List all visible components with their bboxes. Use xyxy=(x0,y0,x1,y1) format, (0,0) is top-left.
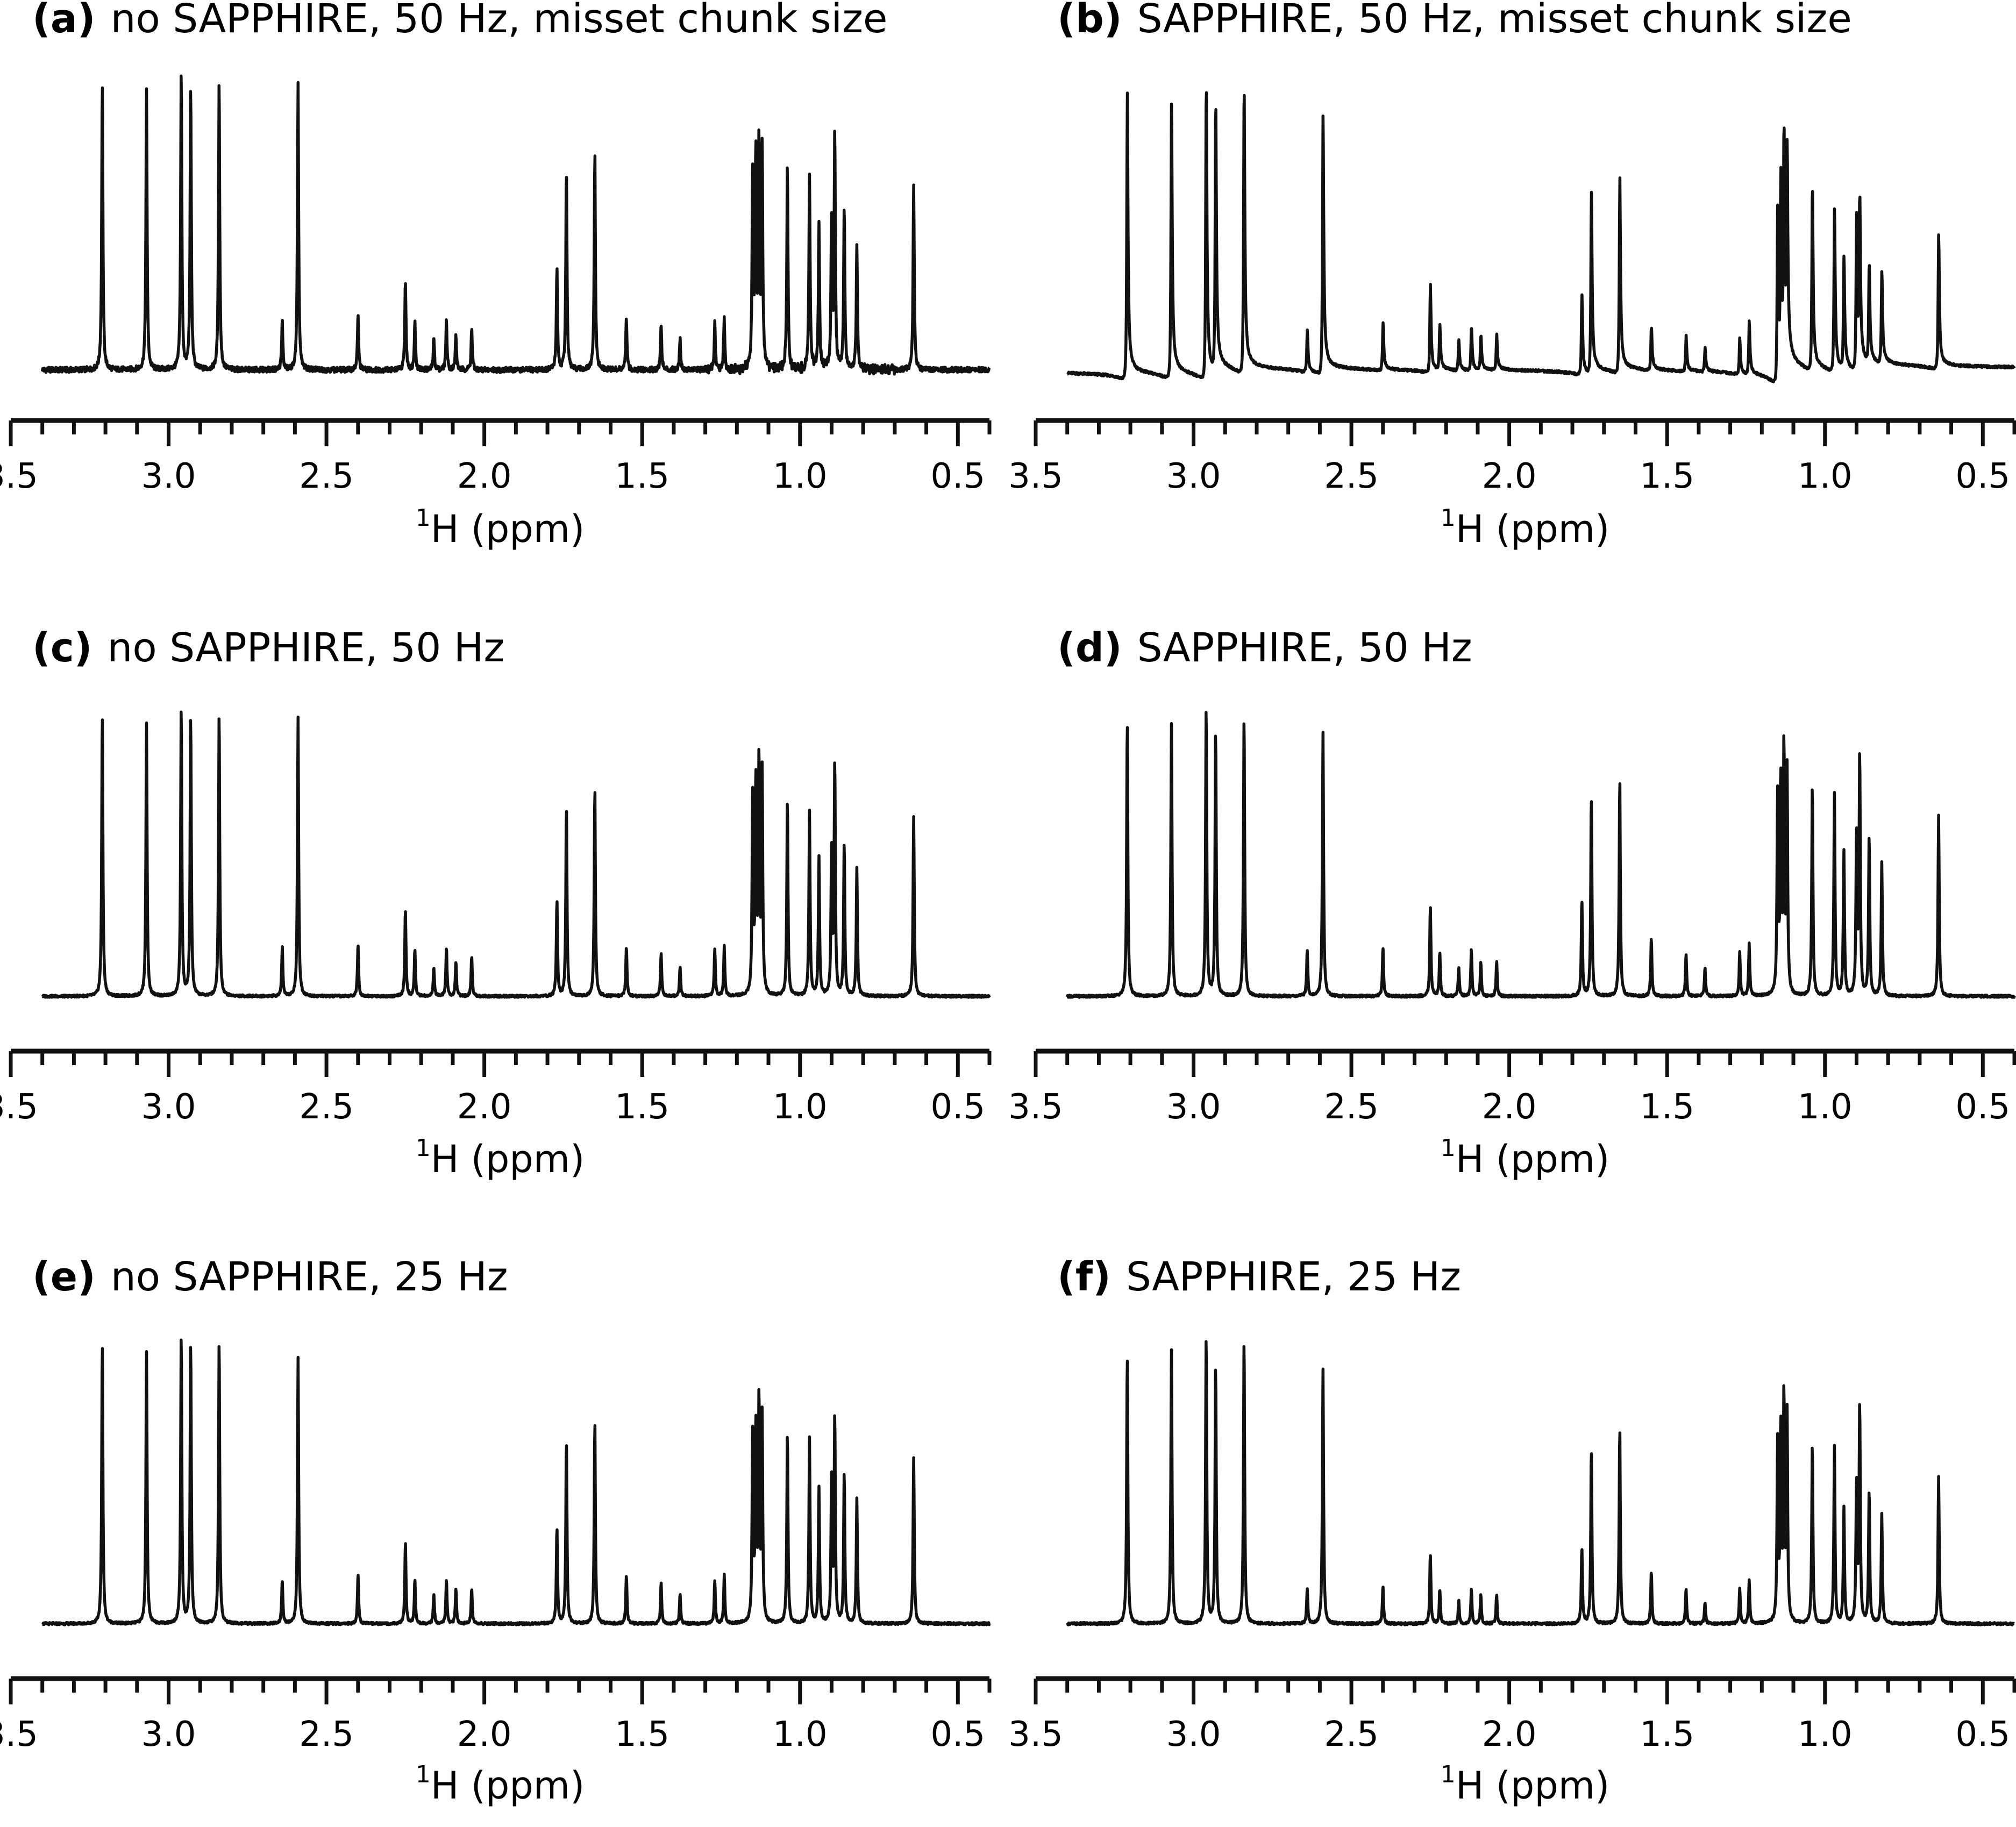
x-axis-label-text: H (ppm) xyxy=(1456,1137,1610,1181)
panel-tag: (d) xyxy=(1057,625,1122,671)
x-tick-label: 3.5 xyxy=(1008,1087,1063,1127)
panel-title-text: no SAPPHIRE, 50 Hz xyxy=(108,625,505,671)
panel-title-text: SAPPHIRE, 50 Hz, misset chunk size xyxy=(1137,0,1852,42)
spectrum-line xyxy=(1066,711,2016,999)
x-axis-label-sup: 1 xyxy=(1441,1134,1456,1162)
x-tick-label: 2.5 xyxy=(299,456,354,496)
x-tick-label: 1.5 xyxy=(1640,1715,1694,1754)
x-axis-label-text: H (ppm) xyxy=(431,1764,585,1808)
x-tick-label: 3.5 xyxy=(0,456,38,496)
panel-title-text: SAPPHIRE, 25 Hz xyxy=(1126,1254,1461,1300)
panel-e: (e) no SAPPHIRE, 25 Hz 3.5 3.0 2.5 2.0 1.5 1.0 0… xyxy=(0,1254,992,1808)
x-axis-label: 1H (ppm) xyxy=(1441,504,1610,551)
x-tick-label: 0.5 xyxy=(1955,1087,2010,1127)
panel-title: (c) no SAPPHIRE, 50 Hz xyxy=(32,625,504,671)
x-tick-label: 1.0 xyxy=(773,1087,828,1127)
x-tick-label: 2.0 xyxy=(1482,1715,1537,1754)
x-tick-label: 1.5 xyxy=(615,456,669,496)
panel-tag: (c) xyxy=(32,625,92,671)
x-tick-label: 2.5 xyxy=(1324,456,1379,496)
panel-title: (a) no SAPPHIRE, 50 Hz, misset chunk size xyxy=(32,0,887,42)
x-tick-label: 1.5 xyxy=(615,1087,669,1127)
panel-title: (b) SAPPHIRE, 50 Hz, misset chunk size xyxy=(1057,0,1852,42)
x-tick-label: 2.0 xyxy=(1482,456,1537,496)
x-tick-label: 3.0 xyxy=(141,456,196,496)
x-axis-label: 1H (ppm) xyxy=(1441,1134,1610,1181)
panel-tag: (e) xyxy=(32,1254,96,1300)
x-tick-label: 2.5 xyxy=(1324,1715,1379,1754)
x-axis-label-text: H (ppm) xyxy=(1456,507,1610,551)
x-tick-label: 1.0 xyxy=(1798,1087,1853,1127)
x-axis-label: 1H (ppm) xyxy=(416,1761,585,1808)
panel-tag: (f) xyxy=(1057,1254,1111,1300)
x-tick-label: 2.5 xyxy=(1324,1087,1379,1127)
spectrum-line xyxy=(41,710,991,999)
x-axis-label: 1H (ppm) xyxy=(416,504,585,551)
panel-tag: (a) xyxy=(32,0,96,42)
x-tick-label: 0.5 xyxy=(930,1087,985,1127)
x-tick-label: 2.0 xyxy=(457,1715,512,1754)
x-tick-label: 2.0 xyxy=(457,456,512,496)
x-axis-label-sup: 1 xyxy=(1441,504,1456,532)
panel-tag: (b) xyxy=(1057,0,1122,42)
panel-a: (a) no SAPPHIRE, 50 Hz, misset chunk size… xyxy=(0,0,992,551)
x-tick-label: 0.5 xyxy=(930,456,985,496)
x-tick-label: 0.5 xyxy=(930,1715,985,1754)
x-tick-label: 1.0 xyxy=(773,1715,828,1754)
x-tick-label: 3.0 xyxy=(141,1715,196,1754)
x-tick-label: 1.0 xyxy=(1798,1715,1853,1754)
spectrum-line xyxy=(41,1338,991,1626)
panel-title: (f) SAPPHIRE, 25 Hz xyxy=(1057,1254,1461,1300)
panel-title: (d) SAPPHIRE, 50 Hz xyxy=(1057,625,1472,671)
x-tick-label: 2.0 xyxy=(457,1087,512,1127)
x-axis-label-sup: 1 xyxy=(1441,1761,1456,1788)
x-tick-label: 2.0 xyxy=(1482,1087,1537,1127)
x-axis-label: 1H (ppm) xyxy=(1441,1761,1610,1808)
x-tick-label: 3.0 xyxy=(1166,1087,1221,1127)
x-axis-label: 1H (ppm) xyxy=(416,1134,585,1181)
panel-b: (b) SAPPHIRE, 50 Hz, misset chunk size 3.5… xyxy=(1008,0,2016,551)
x-axis-label-sup: 1 xyxy=(416,1761,431,1788)
x-tick-label: 3.5 xyxy=(1008,1715,1063,1754)
x-tick-label: 3.0 xyxy=(1166,1715,1221,1754)
x-tick-label: 3.0 xyxy=(1166,456,1221,496)
x-tick-label: 3.5 xyxy=(1008,456,1063,496)
x-axis-label-text: H (ppm) xyxy=(431,507,585,551)
x-tick-label: 1.0 xyxy=(1798,456,1853,496)
spectrum-line xyxy=(1066,1340,2016,1626)
x-tick-label: 2.5 xyxy=(299,1087,354,1127)
x-axis-label-text: H (ppm) xyxy=(1456,1764,1610,1808)
panel-c: (c) no SAPPHIRE, 50 Hz 3.5 3.0 2.5 2.0 1.5 1.0 0… xyxy=(0,625,992,1181)
x-axis-label-sup: 1 xyxy=(416,1134,431,1162)
x-tick-label: 2.5 xyxy=(299,1715,354,1754)
panel-title-text: SAPPHIRE, 50 Hz xyxy=(1137,625,1472,671)
panel-f: (f) SAPPHIRE, 25 Hz 3.5 3.0 2.5 2.0 1.5 1.0 0.5 1… xyxy=(1008,1254,2016,1808)
x-axis-label-sup: 1 xyxy=(416,504,431,532)
x-tick-label: 1.0 xyxy=(773,456,828,496)
x-tick-label: 3.0 xyxy=(141,1087,196,1127)
x-tick-label: 1.5 xyxy=(615,1715,669,1754)
x-tick-label: 1.5 xyxy=(1640,456,1694,496)
panel-title-text: no SAPPHIRE, 25 Hz xyxy=(111,1254,508,1300)
x-tick-label: 3.5 xyxy=(0,1087,38,1127)
x-axis-label-text: H (ppm) xyxy=(431,1137,585,1181)
panel-title-text: no SAPPHIRE, 50 Hz, misset chunk size xyxy=(111,0,888,42)
spectrum-line xyxy=(1066,91,2016,383)
panel-title: (e) no SAPPHIRE, 25 Hz xyxy=(32,1254,508,1300)
x-tick-label: 1.5 xyxy=(1640,1087,1694,1127)
spectrum-line xyxy=(40,74,991,376)
x-tick-label: 0.5 xyxy=(1955,1715,2010,1754)
x-tick-label: 3.5 xyxy=(0,1715,38,1754)
panel-d: (d) SAPPHIRE, 50 Hz 3.5 3.0 2.5 2.0 1.5 1.0 0.5 1… xyxy=(1008,625,2016,1181)
x-tick-label: 0.5 xyxy=(1955,456,2010,496)
